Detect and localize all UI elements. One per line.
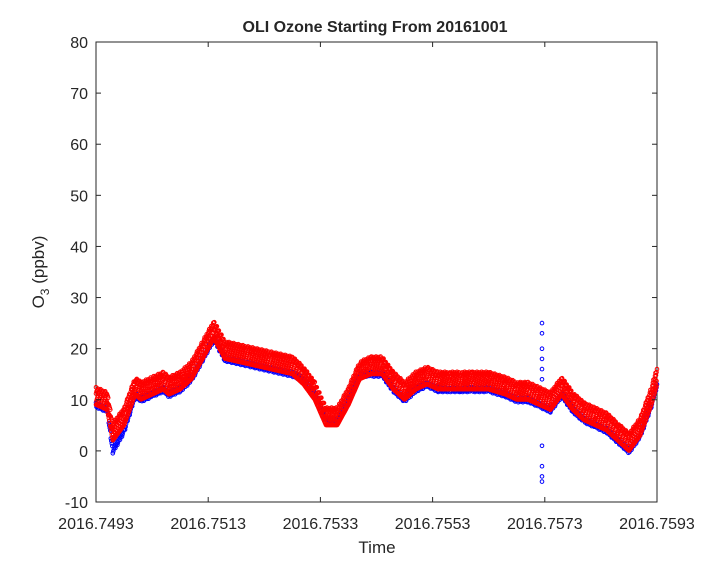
data-point (117, 437, 123, 443)
data-point (312, 379, 318, 385)
data-point (319, 395, 324, 401)
data-point (383, 359, 389, 365)
series-2 (539, 320, 545, 484)
data-point (317, 390, 322, 395)
data-point (539, 377, 545, 382)
data-point (306, 372, 312, 378)
y-axis-label-main: O (29, 295, 48, 308)
data-point (115, 440, 121, 446)
x-tick-label: 2016.7513 (170, 516, 246, 533)
data-point (562, 378, 568, 384)
data-point (539, 474, 545, 479)
y-tick-label: 0 (79, 444, 88, 461)
plot-area (95, 41, 658, 503)
data-point (105, 401, 111, 407)
data-point (110, 451, 116, 456)
data-point (388, 365, 393, 371)
data-point (219, 332, 224, 338)
data-point (214, 324, 220, 329)
data-point (216, 328, 222, 333)
y-tick-label: 80 (70, 35, 88, 52)
y-tick-label: -10 (65, 495, 88, 512)
data-point (539, 463, 545, 469)
data-point (539, 346, 545, 352)
data-point (539, 443, 545, 449)
y-tick-label: 30 (70, 291, 88, 308)
x-tick-label: 2016.7593 (619, 516, 695, 533)
chart-title: OLI Ozone Starting From 20161001 (243, 19, 508, 36)
y-tick-label: 70 (70, 86, 88, 103)
data-point (567, 385, 572, 390)
data-point (221, 336, 226, 342)
data-point (111, 448, 116, 454)
data-point (539, 366, 545, 372)
data-point (304, 369, 310, 374)
data-point (385, 362, 391, 368)
x-tick-label: 2016.7573 (507, 516, 583, 533)
data-point (105, 395, 111, 401)
data-point (539, 479, 545, 484)
data-point (176, 379, 181, 385)
data-point (654, 366, 660, 372)
series-0 (93, 319, 660, 453)
x-axis-label: Time (358, 538, 395, 557)
y-tick-label: 60 (70, 137, 88, 154)
data-point (654, 383, 659, 389)
x-tick-label: 2016.7493 (58, 516, 134, 533)
data-point (381, 356, 386, 361)
data-point (309, 375, 315, 381)
y-axis-label-unit: (ppbv) (29, 236, 48, 289)
x-tick-label: 2016.7533 (283, 516, 359, 533)
data-point (113, 445, 118, 451)
data-point (119, 434, 125, 439)
data-point (120, 432, 125, 437)
y-axis-label: O3 (ppbv) (29, 236, 52, 309)
x-axis: 2016.7493 2016.7513 2016.7533 2016.7553 2016… (58, 42, 695, 533)
data-point (115, 442, 120, 448)
y-axis-label-subscript: 3 (38, 288, 52, 295)
data-point (212, 319, 217, 325)
y-tick-label: 50 (70, 188, 88, 205)
y-tick-label: 40 (70, 239, 88, 256)
data-point (108, 407, 113, 412)
data-point (654, 378, 659, 384)
data-point (168, 386, 174, 391)
data-point (333, 413, 339, 419)
data-point (569, 388, 574, 394)
x-tick-label: 2016.7553 (395, 516, 471, 533)
y-axis: -10 0 10 20 30 40 50 60 70 80 (65, 35, 657, 512)
data-point (564, 382, 570, 387)
y-tick-label: 10 (70, 393, 88, 410)
series-layer (93, 319, 660, 484)
data-point (302, 366, 307, 372)
data-point (539, 331, 545, 336)
data-point (539, 356, 545, 362)
data-point (321, 400, 327, 406)
data-point (180, 379, 186, 384)
data-point (559, 375, 565, 381)
data-point (653, 372, 659, 378)
data-point (314, 385, 320, 390)
data-point (539, 320, 545, 326)
y-tick-label: 20 (70, 342, 88, 359)
